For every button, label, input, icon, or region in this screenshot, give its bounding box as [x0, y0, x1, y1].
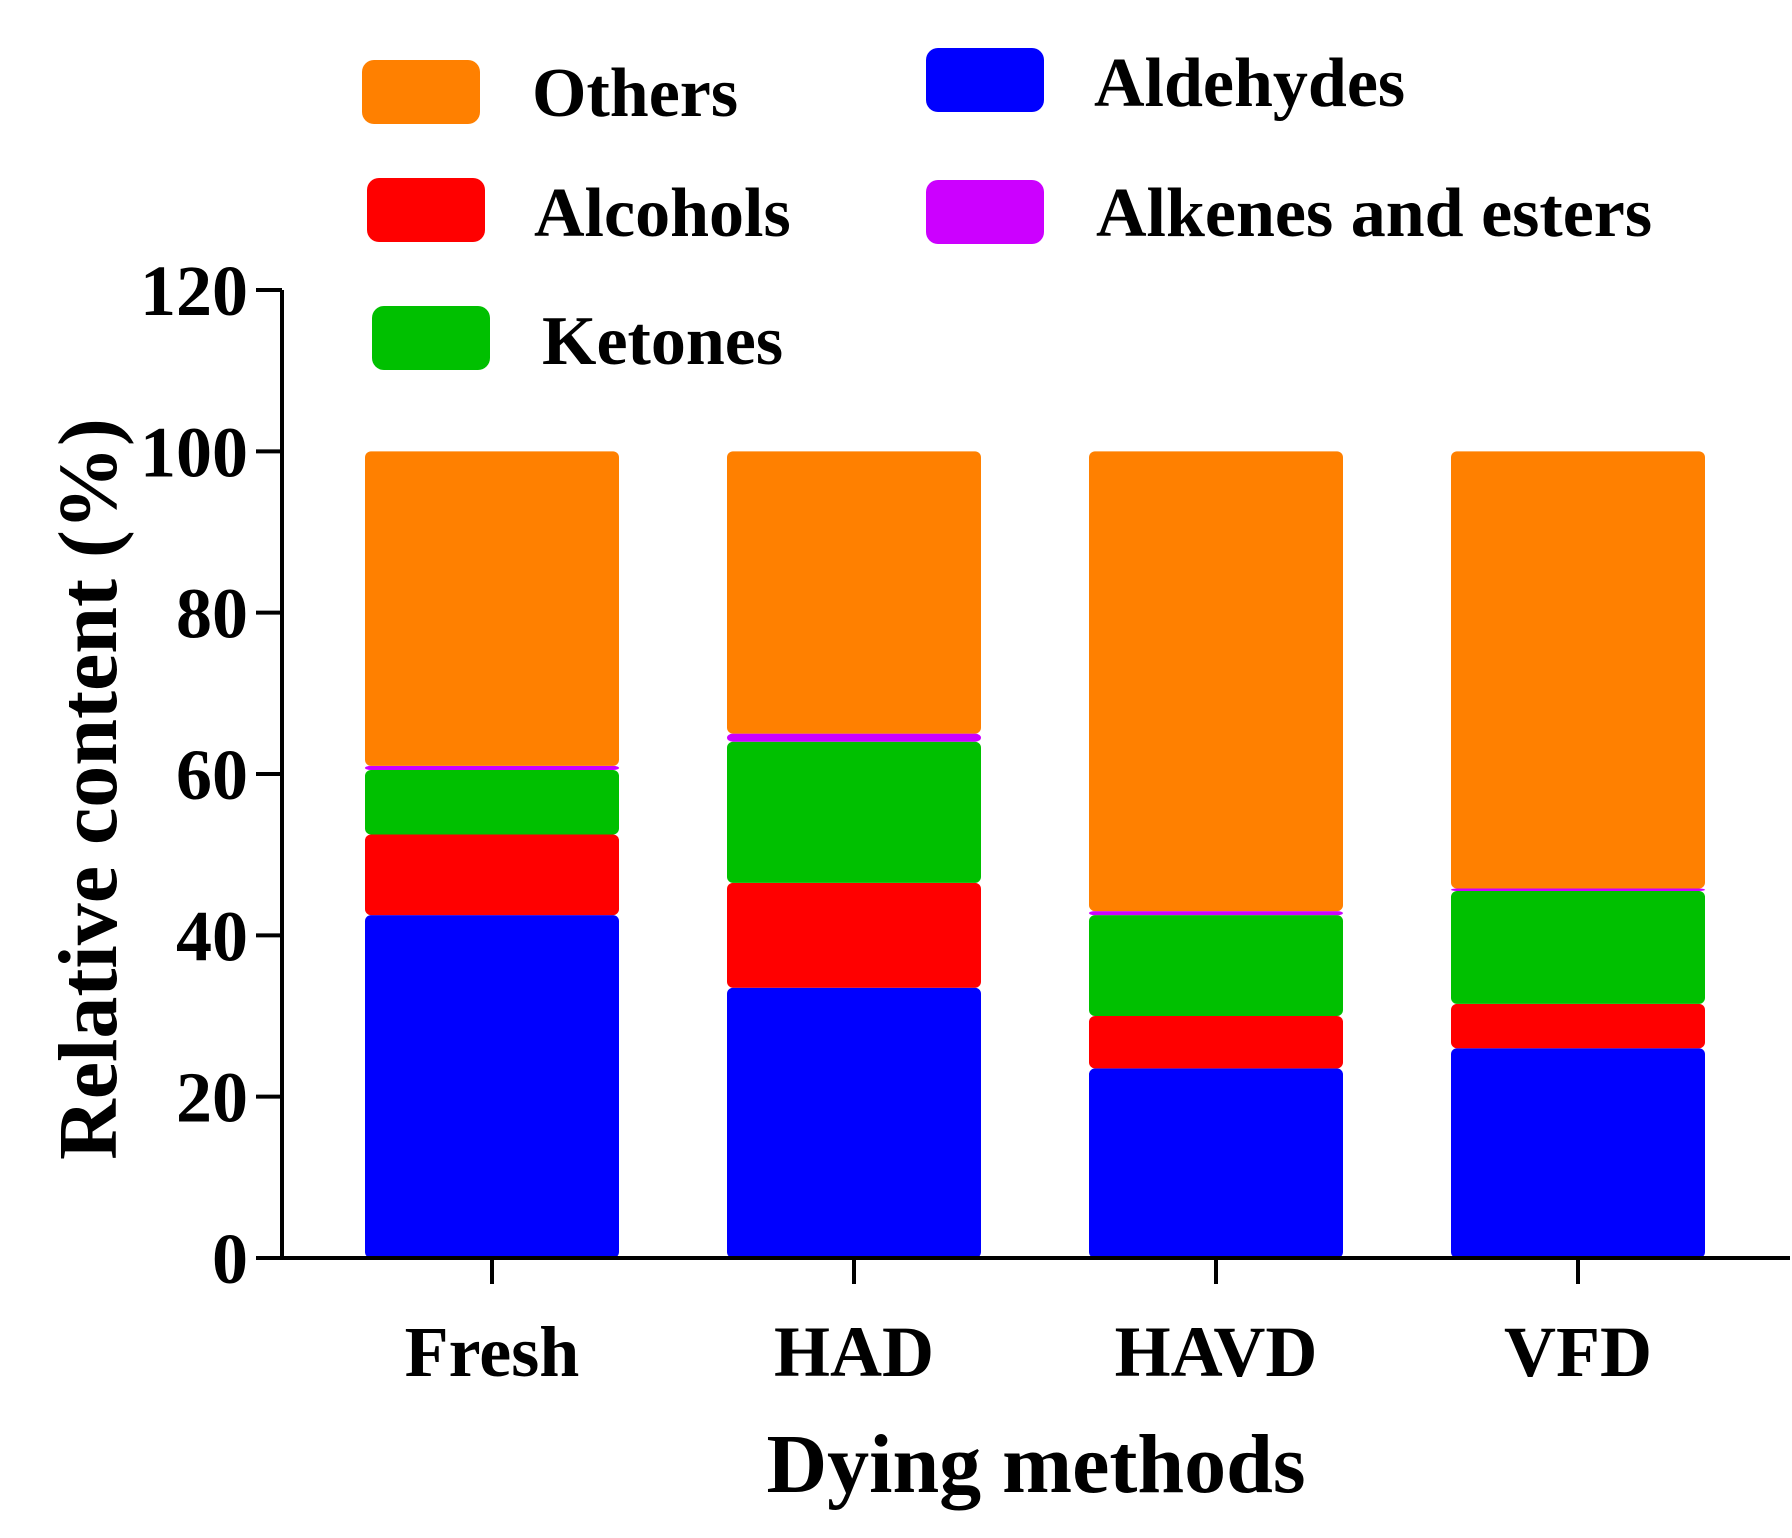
legend-swatch-others [362, 60, 480, 124]
x-axis-title: Dying methods [766, 1418, 1305, 1511]
y-tick-label-80: 80 [176, 574, 248, 654]
bar-vfd-others [1451, 451, 1705, 889]
bar-had-aldehydes [727, 987, 981, 1258]
bar-havd-others [1089, 451, 1343, 912]
legend-label-others: Others [532, 55, 738, 132]
bar-havd-alkenes-and-esters [1089, 911, 1343, 916]
bars [365, 451, 1705, 1258]
legend-swatch-alkenes-and-esters [926, 180, 1044, 244]
bar-vfd-alkenes-and-esters [1451, 888, 1705, 891]
x-tick-label-had: HAD [774, 1312, 934, 1392]
legend-label-ketones: Ketones [542, 303, 783, 380]
x-tick-label-fresh: Fresh [405, 1312, 580, 1392]
legend-label-aldehydes: Aldehydes [1094, 45, 1405, 122]
bar-had-others [727, 451, 981, 734]
bar-havd-alcohols [1089, 1016, 1343, 1069]
legend: Others Aldehydes Alcohols Alkenes and ester… [362, 45, 1652, 380]
legend-label-alcohols: Alcohols [534, 175, 791, 252]
x-axis-ticks: Fresh HAD HAVD VFD [405, 1258, 1652, 1392]
y-tick-label-40: 40 [176, 896, 248, 976]
bar-havd-ketones [1089, 915, 1343, 1016]
bar-havd-aldehydes [1089, 1068, 1343, 1258]
bar-vfd-ketones [1451, 890, 1705, 1004]
bar-vfd-aldehydes [1451, 1048, 1705, 1258]
y-axis-title: Relative content (%) [42, 418, 135, 1160]
y-tick-label-0: 0 [212, 1219, 248, 1299]
bar-fresh-alcohols [365, 834, 619, 916]
y-axis-ticks: 0 20 40 60 80 100 120 [140, 251, 282, 1299]
y-tick-label-100: 100 [140, 412, 248, 492]
legend-label-alkenes-and-esters: Alkenes and esters [1096, 175, 1652, 252]
legend-swatch-ketones [372, 306, 490, 370]
bar-fresh-aldehydes [365, 915, 619, 1258]
legend-swatch-aldehydes [926, 48, 1044, 112]
bar-fresh-others [365, 451, 619, 766]
x-tick-label-vfd: VFD [1504, 1312, 1652, 1392]
bar-fresh-ketones [365, 769, 619, 835]
y-tick-label-60: 60 [176, 735, 248, 815]
legend-swatch-alcohols [367, 178, 485, 242]
bar-vfd-alcohols [1451, 1003, 1705, 1049]
bar-had-ketones [727, 741, 981, 883]
y-tick-label-20: 20 [176, 1058, 248, 1138]
bar-had-alkenes-and-esters [727, 733, 981, 742]
bar-had-alcohols [727, 882, 981, 988]
x-tick-label-havd: HAVD [1115, 1312, 1318, 1392]
bar-fresh-alkenes-and-esters [365, 765, 619, 770]
y-tick-label-120: 120 [140, 251, 248, 331]
